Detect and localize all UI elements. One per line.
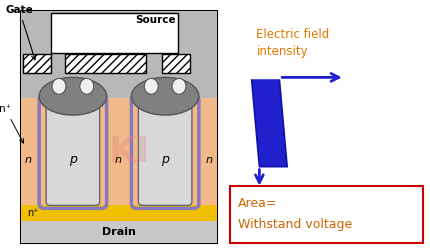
Ellipse shape bbox=[52, 78, 66, 94]
Bar bbox=[22, 11, 217, 243]
Ellipse shape bbox=[144, 78, 158, 94]
Text: Electric field
intensity: Electric field intensity bbox=[256, 28, 330, 58]
FancyBboxPatch shape bbox=[46, 98, 100, 205]
Text: n: n bbox=[115, 155, 122, 165]
Ellipse shape bbox=[39, 77, 107, 115]
Text: Withstand voltage: Withstand voltage bbox=[237, 218, 352, 231]
Bar bbox=[162, 54, 190, 73]
Bar bbox=[22, 221, 217, 243]
Text: Gate: Gate bbox=[6, 5, 36, 60]
Bar bbox=[51, 13, 178, 53]
Text: p: p bbox=[69, 153, 77, 166]
Bar bbox=[23, 54, 51, 73]
Text: Area=: Area= bbox=[237, 197, 277, 210]
Text: Source: Source bbox=[135, 15, 176, 25]
Text: n: n bbox=[205, 155, 212, 165]
Bar bbox=[22, 98, 217, 205]
Text: n⁺: n⁺ bbox=[27, 208, 39, 218]
Bar bbox=[46, 92, 100, 106]
Text: KI: KI bbox=[108, 135, 150, 169]
Bar bbox=[138, 92, 192, 106]
Text: n⁺: n⁺ bbox=[0, 104, 24, 143]
Text: p: p bbox=[161, 153, 169, 166]
FancyBboxPatch shape bbox=[138, 98, 192, 205]
Bar bbox=[22, 11, 217, 98]
Ellipse shape bbox=[80, 78, 94, 94]
Text: Drain: Drain bbox=[102, 227, 136, 237]
Polygon shape bbox=[252, 77, 287, 167]
Bar bbox=[65, 54, 146, 73]
Bar bbox=[22, 205, 217, 221]
Bar bbox=[230, 185, 423, 243]
Ellipse shape bbox=[132, 77, 199, 115]
Ellipse shape bbox=[172, 78, 186, 94]
Text: n: n bbox=[25, 155, 32, 165]
